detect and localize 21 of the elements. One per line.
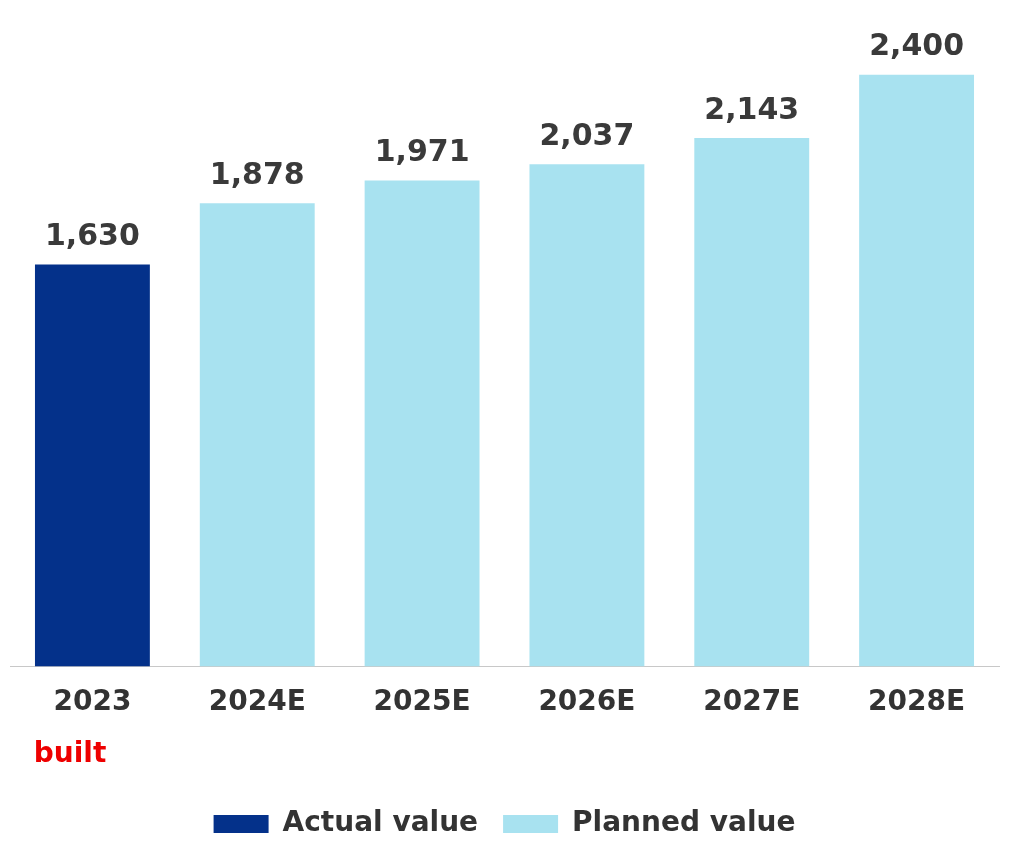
x-tick-label: 2024E — [208, 684, 306, 718]
bar — [34, 264, 150, 667]
x-tick-label: 2023 — [53, 684, 132, 718]
x-tick-label: 2028E — [868, 684, 966, 718]
legend-label: Planned value — [572, 805, 796, 839]
data-label: 2,143 — [704, 90, 800, 126]
data-label: 2,037 — [539, 116, 635, 152]
x-tick-label: 2026E — [538, 684, 636, 718]
bar — [199, 203, 315, 667]
text: built — [33, 736, 107, 770]
bar — [859, 74, 975, 667]
x-tick-label: 2027E — [703, 684, 801, 718]
data-label: 1,630 — [44, 217, 140, 253]
data-label: 1,878 — [209, 156, 305, 192]
data-label: 2,400 — [869, 27, 965, 63]
bar — [529, 164, 645, 667]
data-label: 1,971 — [374, 133, 470, 169]
bar — [694, 138, 810, 667]
legend-label: Actual value — [282, 805, 479, 839]
bar — [364, 180, 480, 667]
x-tick-label: 2025E — [373, 684, 471, 718]
